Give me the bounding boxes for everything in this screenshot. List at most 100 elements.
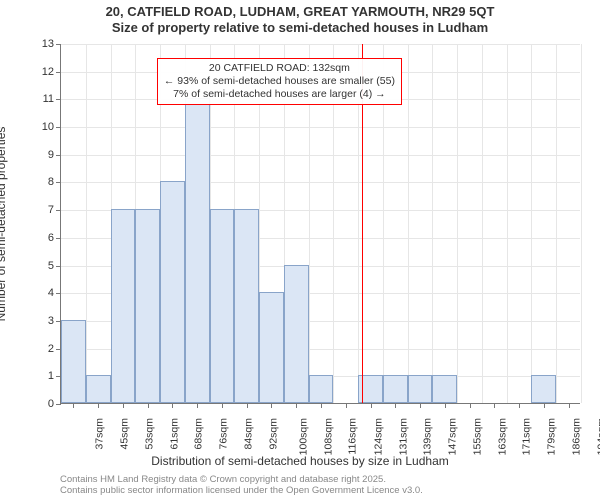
gridline-h: [61, 182, 580, 183]
histogram-bar: [309, 375, 334, 403]
ytick-label: 4: [24, 287, 54, 299]
xtick-mark: [420, 403, 421, 408]
histogram-bar: [234, 209, 259, 403]
ytick-mark: [56, 404, 61, 405]
xtick-label: 84sqm: [242, 418, 254, 450]
xtick-label: 179sqm: [545, 418, 557, 455]
histogram-bar: [432, 375, 457, 403]
gridline-v: [457, 44, 458, 403]
xtick-label: 116sqm: [347, 418, 359, 455]
ytick-label: 5: [24, 260, 54, 272]
histogram-bar: [408, 375, 433, 403]
xtick-mark: [519, 403, 520, 408]
histogram-bar: [135, 209, 160, 403]
callout-line: ← 93% of semi-detached houses are smalle…: [164, 75, 395, 88]
xtick-label: 108sqm: [323, 418, 335, 455]
ytick-mark: [56, 266, 61, 267]
gridline-v: [482, 44, 483, 403]
xtick-label: 92sqm: [267, 418, 279, 450]
ytick-mark: [56, 155, 61, 156]
xtick-mark: [544, 403, 545, 408]
histogram-bar: [210, 209, 235, 403]
chart-container: 20, CATFIELD ROAD, LUDHAM, GREAT YARMOUT…: [0, 0, 600, 500]
title-line-1: 20, CATFIELD ROAD, LUDHAM, GREAT YARMOUT…: [0, 4, 600, 20]
xtick-label: 76sqm: [218, 418, 230, 450]
ytick-label: 11: [24, 93, 54, 105]
ytick-label: 6: [24, 232, 54, 244]
ytick-mark: [56, 210, 61, 211]
histogram-bar: [259, 292, 284, 403]
histogram-bar: [185, 98, 210, 403]
xtick-mark: [395, 403, 396, 408]
xtick-mark: [172, 403, 173, 408]
ytick-mark: [56, 44, 61, 45]
xtick-label: 124sqm: [372, 418, 384, 455]
histogram-bar: [61, 320, 86, 403]
xtick-mark: [296, 403, 297, 408]
ytick-mark: [56, 293, 61, 294]
ytick-label: 8: [24, 176, 54, 188]
xtick-mark: [271, 403, 272, 408]
gridline-v: [507, 44, 508, 403]
ytick-mark: [56, 99, 61, 100]
gridline-v: [556, 44, 557, 403]
xtick-label: 45sqm: [119, 418, 131, 450]
attribution: Contains HM Land Registry data © Crown c…: [60, 474, 423, 496]
xtick-label: 100sqm: [298, 418, 310, 455]
callout-line: 7% of semi-detached houses are larger (4…: [164, 88, 395, 101]
xtick-label: 194sqm: [595, 418, 600, 455]
gridline-v: [581, 44, 582, 403]
xtick-label: 68sqm: [193, 418, 205, 450]
xtick-label: 147sqm: [446, 418, 458, 455]
title-line-2: Size of property relative to semi-detach…: [0, 20, 600, 36]
xtick-label: 186sqm: [570, 418, 582, 455]
attribution-line-1: Contains HM Land Registry data © Crown c…: [60, 474, 423, 485]
ytick-mark: [56, 182, 61, 183]
ytick-label: 1: [24, 370, 54, 382]
xtick-mark: [98, 403, 99, 408]
ytick-label: 2: [24, 343, 54, 355]
xtick-mark: [321, 403, 322, 408]
chart-title: 20, CATFIELD ROAD, LUDHAM, GREAT YARMOUT…: [0, 4, 600, 36]
xtick-label: 53sqm: [143, 418, 155, 450]
gridline-v: [408, 44, 409, 403]
xtick-mark: [569, 403, 570, 408]
xtick-mark: [73, 403, 74, 408]
xtick-mark: [197, 403, 198, 408]
gridline-v: [86, 44, 87, 403]
ytick-label: 9: [24, 149, 54, 161]
xtick-label: 155sqm: [471, 418, 483, 455]
xtick-mark: [123, 403, 124, 408]
y-axis-label: Number of semi-detached properties: [0, 127, 8, 322]
xtick-label: 61sqm: [168, 418, 180, 450]
x-axis-label: Distribution of semi-detached houses by …: [0, 454, 600, 468]
histogram-bar: [383, 375, 408, 403]
ytick-mark: [56, 238, 61, 239]
xtick-mark: [445, 403, 446, 408]
callout-line: 20 CATFIELD ROAD: 132sqm: [164, 62, 395, 75]
ytick-label: 10: [24, 121, 54, 133]
gridline-h: [61, 155, 580, 156]
ytick-label: 13: [24, 38, 54, 50]
xtick-mark: [148, 403, 149, 408]
xtick-label: 37sqm: [94, 418, 106, 450]
xtick-label: 171sqm: [521, 418, 533, 455]
gridline-h: [61, 127, 580, 128]
ytick-mark: [56, 127, 61, 128]
xtick-mark: [371, 403, 372, 408]
ytick-label: 0: [24, 398, 54, 410]
plot-area: 20 CATFIELD ROAD: 132sqm← 93% of semi-de…: [60, 44, 580, 404]
gridline-v: [531, 44, 532, 403]
xtick-mark: [346, 403, 347, 408]
xtick-label: 163sqm: [496, 418, 508, 455]
ytick-label: 3: [24, 315, 54, 327]
histogram-bar: [86, 375, 111, 403]
ytick-label: 12: [24, 66, 54, 78]
xtick-label: 139sqm: [422, 418, 434, 455]
xtick-label: 131sqm: [397, 418, 409, 455]
callout-box: 20 CATFIELD ROAD: 132sqm← 93% of semi-de…: [157, 58, 402, 105]
ytick-label: 7: [24, 204, 54, 216]
histogram-bar: [284, 265, 309, 403]
xtick-mark: [470, 403, 471, 408]
ytick-mark: [56, 72, 61, 73]
